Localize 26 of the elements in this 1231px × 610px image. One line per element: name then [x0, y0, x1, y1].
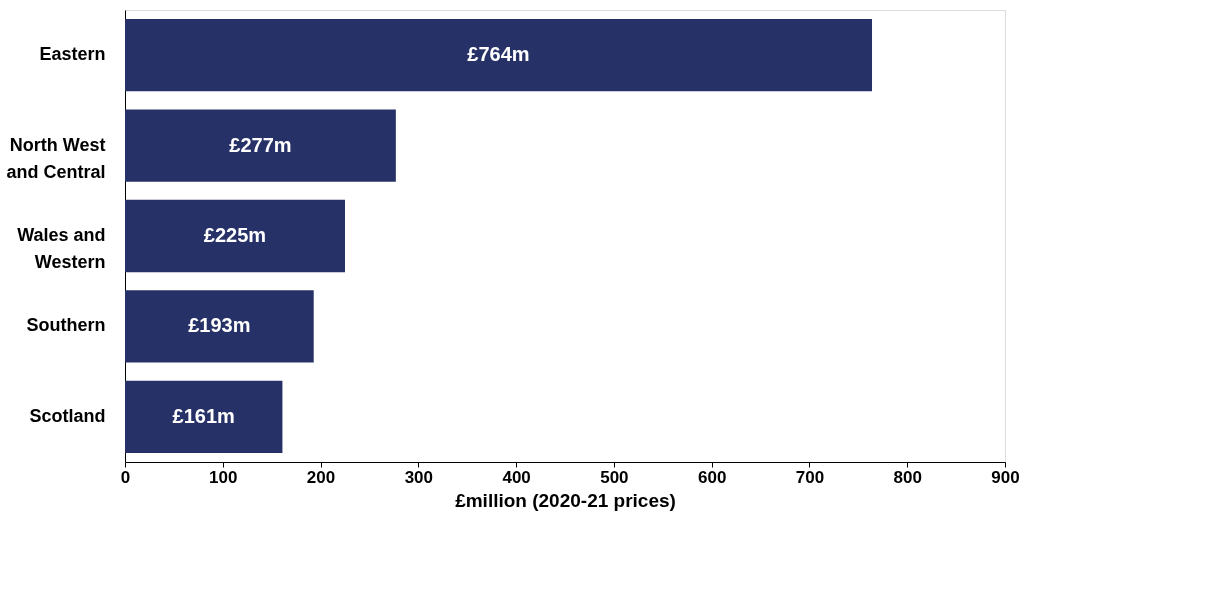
- x-tick-label: 200: [306, 467, 336, 487]
- data-label: £161m: [172, 404, 235, 427]
- x-tick-label: 800: [893, 467, 922, 487]
- y-tick-label: Wales and Western: [17, 225, 106, 272]
- y-tick-label: Scotland: [29, 405, 106, 426]
- x-tick-label: 600: [697, 467, 727, 487]
- bar: [125, 380, 283, 453]
- y-tick-label: Eastern: [39, 44, 106, 65]
- x-axis-title: £million (2020-21 prices): [455, 489, 676, 511]
- y-tick-label: North West and Central: [6, 134, 106, 182]
- bar: [125, 199, 345, 273]
- data-label: £277m: [229, 133, 292, 156]
- x-tick-label: 900: [991, 467, 1020, 487]
- x-tick-label: 400: [502, 467, 531, 487]
- bar: [125, 290, 314, 363]
- bar: [125, 19, 873, 92]
- y-tick-label: Southern: [26, 315, 106, 336]
- data-label: £764m: [467, 43, 530, 66]
- x-tick-label: 0: [120, 467, 131, 487]
- data-label: £225m: [203, 224, 267, 246]
- data-label: £193m: [188, 314, 251, 337]
- x-tick-label: 500: [600, 467, 629, 487]
- x-tick-label: 300: [404, 467, 434, 487]
- x-tick-label: 700: [795, 467, 825, 487]
- bar: [125, 109, 396, 182]
- x-tick-label: 100: [209, 467, 238, 487]
